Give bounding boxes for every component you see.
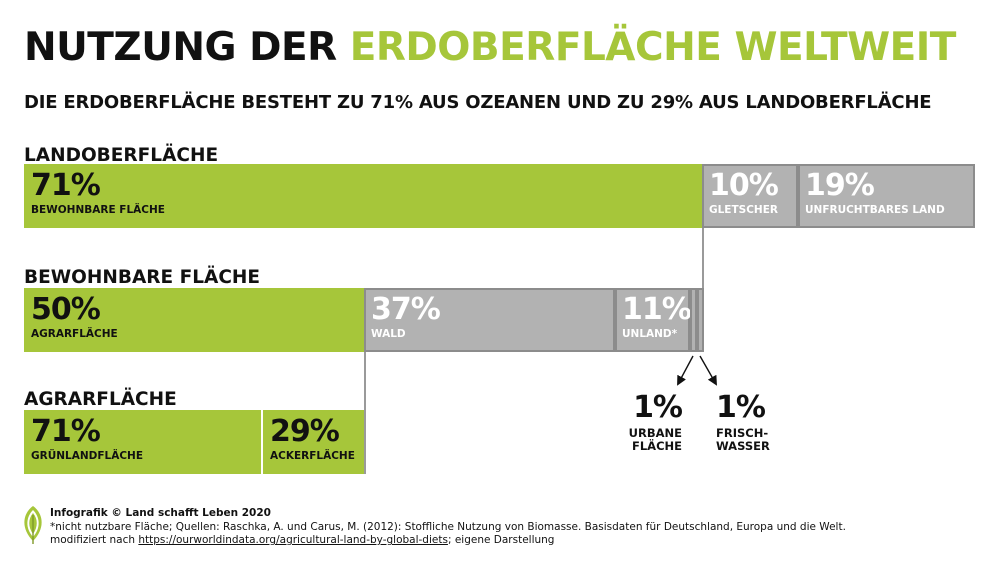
bar-label: UNFRUCHTBARES LAND — [805, 204, 945, 216]
source-link[interactable]: https://ourworldindata.org/agricultural-… — [138, 534, 448, 547]
page-title: NUTZUNG DER ERDOBERFLÄCHE WELTWEIT — [24, 28, 956, 67]
bar-frischwasser — [697, 288, 704, 352]
bar-bewohnbare-flaeche: 71% BEWOHNBARE FLÄCHE — [24, 164, 702, 228]
bar-gletscher: 10% GLETSCHER — [702, 164, 798, 228]
bar-agrarflaeche: 50% AGRARFLÄCHE — [24, 288, 364, 352]
callout-urbane-flaeche: 1% URBANE FLÄCHE — [618, 390, 683, 454]
bar-value: 29% — [270, 414, 340, 449]
bar-value: 71% — [31, 414, 101, 449]
bar-urbane-flaeche — [690, 288, 697, 352]
callout-label-line2: FLÄCHE — [631, 439, 682, 454]
arrow-urbane-flaeche — [677, 355, 694, 386]
section-label-landoberflaeche: LANDOBERFLÄCHE — [24, 145, 219, 166]
bar-value: 50% — [31, 292, 101, 327]
callout-label-line2: WASSER — [716, 439, 770, 454]
callout-label-line1: URBANE — [628, 426, 682, 440]
callout-frischwasser: 1% FRISCH- WASSER — [716, 393, 796, 453]
callout-label-line1: FRISCH- — [716, 426, 769, 440]
bar-value: 19% — [805, 168, 875, 203]
bar-label: WALD — [371, 328, 406, 340]
bar-label: AGRARFLÄCHE — [31, 328, 118, 340]
bar-value: 37% — [371, 292, 441, 327]
bar-wald: 37% WALD — [364, 288, 615, 352]
bar-label: GLETSCHER — [709, 204, 778, 216]
arrow-frischwasser — [699, 355, 717, 386]
bar-unfruchtbares-land: 19% UNFRUCHTBARES LAND — [798, 164, 975, 228]
title-part2: ERDOBERFLÄCHE WELTWEIT — [349, 25, 957, 70]
bar-label: GRÜNLANDFLÄCHE — [31, 450, 143, 462]
leaf-logo-icon — [24, 506, 42, 544]
title-part1: NUTZUNG DER — [24, 25, 337, 70]
connector-line — [702, 228, 704, 288]
page-subtitle: DIE ERDOBERFLÄCHE BESTEHT ZU 71% AUS OZE… — [24, 92, 932, 113]
callout-value: 1% — [633, 390, 683, 425]
footer-modified: modifiziert nach https://ourworldindata.… — [50, 534, 846, 548]
callout-value: 1% — [716, 390, 766, 425]
connector-line — [364, 352, 366, 474]
bar-value: 10% — [709, 168, 779, 203]
footer-sources: *nicht nutzbare Fläche; Quellen: Raschka… — [50, 520, 846, 533]
footer-modified-suffix: ; eigene Darstellung — [447, 534, 555, 547]
bar-label: ACKERFLÄCHE — [270, 450, 355, 462]
bar-unland: 11% UNLAND* — [615, 288, 692, 352]
bar-label: BEWOHNBARE FLÄCHE — [31, 204, 165, 216]
section-label-agrarflaeche: AGRARFLÄCHE — [24, 389, 177, 410]
bar-label: UNLAND* — [622, 328, 678, 340]
bar-gruenlandflaeche: 71% GRÜNLANDFLÄCHE — [24, 410, 261, 474]
footer: Infografik © Land schafft Leben 2020 *ni… — [50, 507, 846, 548]
footer-modified-prefix: modifiziert nach — [50, 534, 139, 547]
footer-credit: Infografik © Land schafft Leben 2020 — [50, 507, 271, 519]
bar-value: 71% — [31, 168, 101, 203]
bar-value: 11% — [622, 292, 692, 327]
section-label-bewohnbare-flaeche: BEWOHNBARE FLÄCHE — [24, 267, 261, 288]
bar-ackerflaeche: 29% ACKERFLÄCHE — [263, 410, 364, 474]
